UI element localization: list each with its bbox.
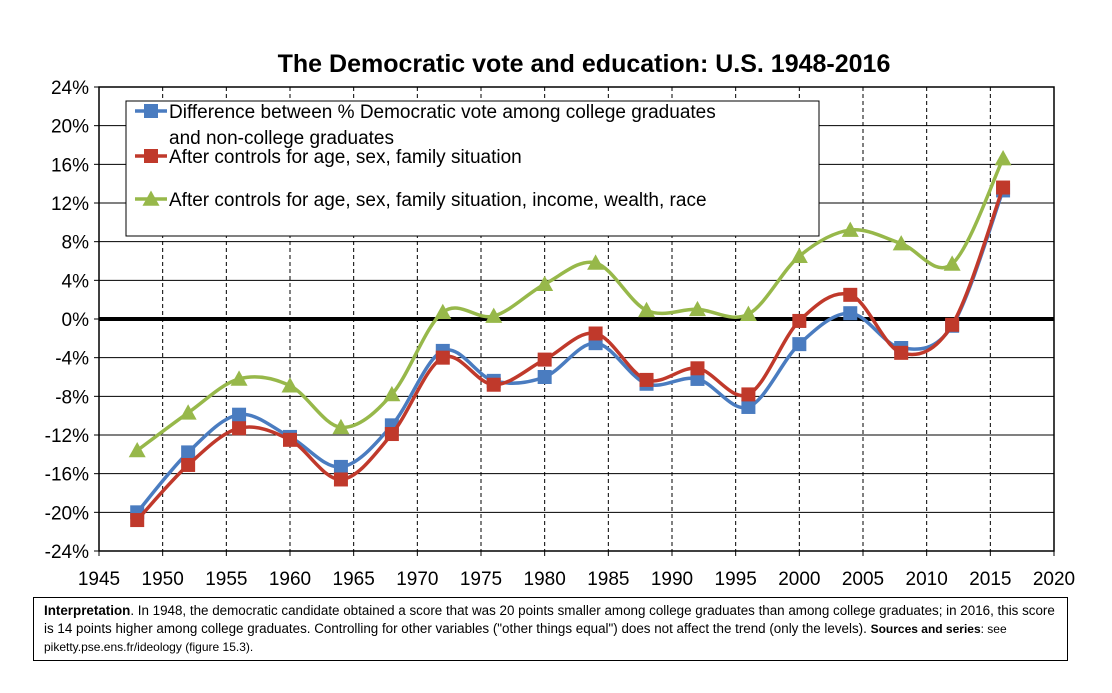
series-3: [128, 150, 1012, 458]
data-point: [181, 445, 196, 460]
y-tick-label: -20%: [45, 503, 89, 524]
data-point: [434, 303, 452, 320]
legend: Difference between % Democratic vote amo…: [125, 100, 820, 237]
data-point: [435, 350, 450, 365]
data-point: [230, 370, 248, 386]
y-tick-label: 4%: [62, 271, 90, 292]
data-point: [181, 457, 196, 472]
legend-label: After controls for age, sex, family situ…: [169, 190, 707, 211]
x-tick-label: 1965: [333, 569, 375, 590]
x-tick-label: 1990: [651, 569, 693, 590]
legend-swatch-marker: [144, 149, 158, 163]
data-point: [739, 305, 757, 321]
x-tick-label: 1950: [142, 569, 184, 590]
data-point: [232, 407, 247, 422]
data-point: [638, 301, 656, 318]
x-tick-label: 1995: [715, 569, 757, 590]
series-layer: [128, 150, 1012, 528]
x-tick-label: 1970: [396, 569, 438, 590]
data-point: [792, 313, 807, 328]
series-2: [130, 180, 1011, 528]
data-point: [690, 361, 705, 376]
y-tick-label: -4%: [55, 349, 89, 370]
y-tick-label: -8%: [55, 387, 89, 408]
data-point: [996, 180, 1011, 195]
data-point: [792, 337, 807, 352]
data-point: [843, 306, 858, 321]
x-tick-label: 1945: [78, 569, 120, 590]
data-point: [741, 399, 756, 414]
legend-label: Difference between % Democratic vote amo…: [169, 102, 716, 123]
data-point: [688, 300, 706, 317]
x-tick-label: 1985: [587, 569, 629, 590]
x-tick-label: 1955: [205, 569, 247, 590]
interpretation-note: Interpretation. In 1948, the democratic …: [33, 597, 1068, 661]
legend-box: [125, 100, 820, 237]
series-line: [135, 189, 1005, 514]
x-tick-label: 1975: [460, 569, 502, 590]
data-point: [130, 513, 145, 528]
y-tick-label: 24%: [51, 78, 89, 99]
data-point: [486, 377, 501, 392]
sources-text: : see piketty.pse.ens.fr/ideology (figur…: [44, 621, 1007, 655]
data-point: [587, 254, 605, 270]
x-tick-label: 2005: [842, 569, 884, 590]
data-point: [537, 370, 552, 384]
y-tick-label: 0%: [62, 310, 90, 331]
legend-swatch-marker: [144, 104, 158, 118]
sources-label: Sources and series: [870, 621, 981, 636]
data-point: [790, 247, 808, 263]
data-point: [383, 385, 401, 402]
data-point: [945, 317, 960, 332]
x-tick-label: 1960: [269, 569, 311, 590]
data-point: [333, 472, 348, 487]
x-tick-label: 2000: [778, 569, 820, 590]
data-point: [690, 371, 705, 386]
data-point: [485, 307, 503, 323]
data-point: [843, 287, 858, 302]
data-point: [892, 235, 910, 251]
data-point: [232, 421, 247, 436]
data-point: [537, 352, 552, 367]
y-tick-label: 16%: [51, 155, 89, 176]
data-point: [179, 404, 197, 420]
data-point: [894, 345, 909, 360]
x-tick-label: 1980: [524, 569, 566, 590]
legend-label: After controls for age, sex, family situ…: [169, 147, 522, 168]
x-tick-label: 2020: [1033, 569, 1075, 590]
y-tick-label: 8%: [62, 233, 90, 254]
data-point: [536, 275, 554, 291]
y-tick-label: -12%: [45, 426, 89, 447]
data-point: [943, 255, 961, 271]
chart-title: The Democratic vote and education: U.S. …: [278, 50, 891, 78]
data-point: [384, 427, 399, 442]
note-text: . In 1948, the democratic candidate obta…: [44, 603, 1055, 636]
note-label: Interpretation: [44, 603, 131, 618]
legend-swatch-marker: [142, 190, 160, 206]
data-point: [994, 150, 1012, 166]
y-tick-label: -24%: [45, 542, 89, 563]
data-point: [332, 418, 350, 435]
y-tick-label: 20%: [51, 117, 89, 138]
data-point: [281, 377, 299, 393]
data-point: [128, 441, 146, 458]
legend-label: and non-college graduates: [169, 128, 394, 149]
data-point: [333, 459, 348, 474]
y-tick-label: 12%: [51, 194, 89, 215]
data-point: [841, 221, 859, 237]
series-line: [135, 186, 1005, 522]
y-tick-label: -16%: [45, 465, 89, 486]
x-tick-label: 2015: [969, 569, 1011, 590]
data-point: [639, 372, 654, 387]
axes: 24% 20% 16% 12% 8% 4% 0% -4% -8% -12% -16% -20% -24%…: [45, 78, 1076, 590]
data-point: [741, 387, 756, 402]
data-point: [588, 326, 603, 341]
x-tick-label: 2010: [906, 569, 948, 590]
data-point: [283, 432, 297, 447]
